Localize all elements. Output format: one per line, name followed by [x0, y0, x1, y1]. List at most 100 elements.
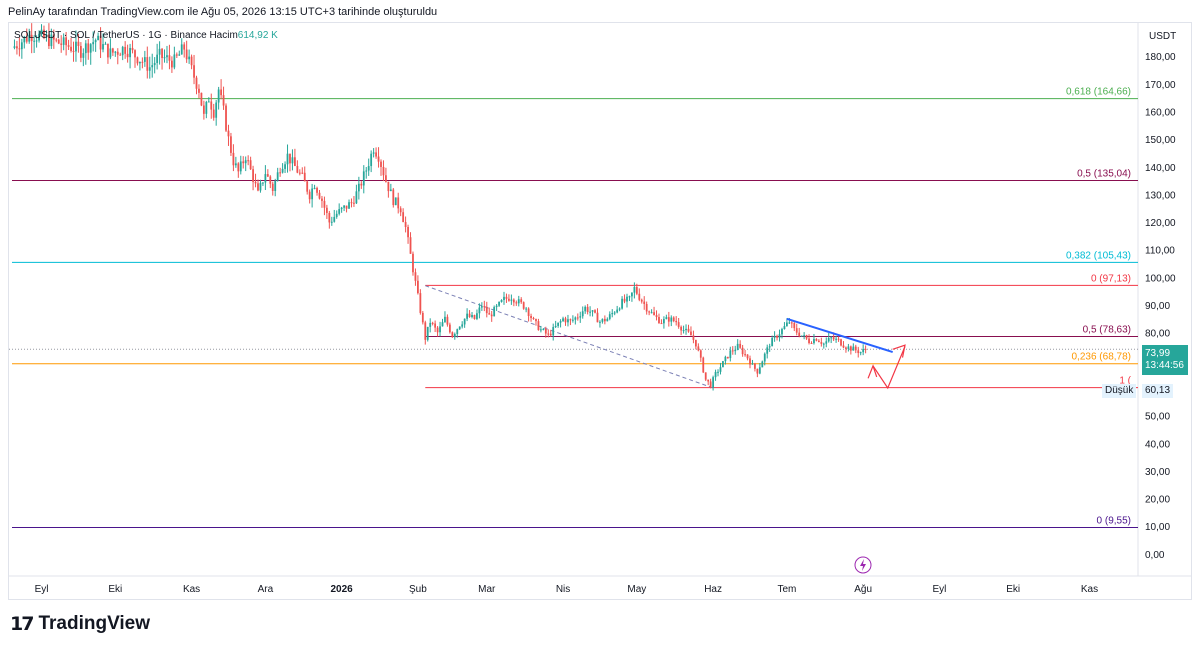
- candle-body: [362, 171, 365, 186]
- candle-body: [751, 363, 754, 365]
- tradingview-logo[interactable]: 17 TradingView: [10, 613, 150, 635]
- candle-body: [589, 311, 591, 313]
- candle-body: [638, 293, 641, 300]
- projection-path: [872, 346, 906, 390]
- candle-body: [377, 156, 380, 162]
- candle-body: [451, 332, 454, 338]
- candle-body: [552, 327, 555, 336]
- candle-body: [254, 181, 257, 184]
- candle-body: [370, 153, 373, 167]
- candle-body: [736, 343, 739, 350]
- candle-body: [419, 293, 422, 313]
- candle-body: [485, 306, 488, 314]
- candle-body: [815, 338, 818, 341]
- x-tick-label: Eyl: [35, 584, 49, 595]
- candle-body: [220, 89, 222, 96]
- candle-body: [847, 346, 850, 349]
- candle-body: [274, 180, 277, 191]
- candle-body: [102, 44, 104, 50]
- candle-body: [198, 88, 200, 93]
- candle-body: [631, 292, 633, 297]
- candle-body: [707, 379, 710, 382]
- candle-body: [321, 198, 323, 201]
- candle-body: [389, 189, 392, 192]
- volume-value: 614,92 K: [237, 30, 278, 41]
- blue-trendline: [786, 317, 893, 353]
- candle-body: [316, 187, 318, 193]
- candle-body: [89, 44, 92, 53]
- candle-body: [269, 176, 272, 184]
- candle-body: [749, 358, 751, 365]
- y-tick-label: 110,00: [1145, 246, 1175, 257]
- candle-body: [60, 43, 63, 45]
- candle-body: [94, 40, 97, 43]
- candle-body: [682, 330, 685, 332]
- candle-body: [562, 318, 564, 322]
- tradingview-mark-icon: 17: [10, 613, 34, 635]
- candle-body: [333, 216, 336, 222]
- candle-body: [141, 61, 144, 63]
- candle-body: [655, 315, 658, 318]
- y-tick-label: 40,00: [1145, 439, 1170, 450]
- candle-body: [79, 45, 82, 58]
- symbol-name[interactable]: SOLUSDT · SOL / TetherUS · 1G · Binance: [14, 30, 207, 41]
- candle-body: [699, 350, 702, 358]
- candle-body: [490, 314, 493, 317]
- candle-body: [461, 324, 464, 327]
- y-tick-label: 150,00: [1145, 135, 1176, 146]
- candle-body: [729, 350, 732, 359]
- candle-body: [286, 153, 289, 165]
- candle-body: [318, 192, 321, 199]
- candle-body: [852, 346, 855, 351]
- low-tag: Düşük: [1102, 384, 1137, 398]
- candle-body: [446, 316, 449, 325]
- candle-body: [328, 212, 331, 223]
- candle-body: [763, 353, 766, 362]
- candle-body: [175, 54, 178, 56]
- candle-body: [178, 54, 181, 56]
- y-tick-label: 170,00: [1145, 80, 1176, 91]
- candle-body: [542, 328, 545, 330]
- candle-body: [348, 202, 350, 209]
- candle-body: [421, 312, 424, 323]
- candle-body: [434, 323, 437, 328]
- candle-body: [338, 209, 341, 214]
- candle-body: [205, 101, 208, 114]
- x-tick-label: Tem: [777, 584, 796, 595]
- candle-body: [739, 343, 742, 348]
- candle-body: [92, 42, 95, 45]
- candle-body: [239, 161, 242, 172]
- candle-body: [692, 335, 695, 340]
- candle-body: [621, 298, 623, 309]
- candle-body: [385, 175, 387, 182]
- candle-body: [616, 309, 619, 313]
- candle-body: [13, 46, 16, 48]
- candle-body: [643, 301, 646, 305]
- candle-body: [237, 163, 240, 172]
- fib-level-label: 0,382 (105,43): [1066, 250, 1131, 261]
- candle-body: [783, 326, 786, 330]
- candle-body: [392, 189, 395, 206]
- candle-body: [417, 280, 419, 294]
- candle-body: [842, 345, 845, 348]
- candle-body: [202, 105, 205, 114]
- candle-body: [574, 317, 577, 320]
- candle-body: [404, 222, 407, 227]
- candle-body: [798, 332, 801, 337]
- candle-body: [778, 334, 781, 338]
- y-tick-label: 20,00: [1145, 495, 1170, 506]
- candle-body: [768, 346, 771, 348]
- candle-body: [466, 313, 468, 319]
- candle-body: [517, 299, 520, 304]
- candle-body: [820, 342, 823, 344]
- candle-body: [311, 188, 314, 200]
- projection-arrowhead: [892, 344, 906, 358]
- candle-body: [365, 170, 368, 172]
- candle-body: [168, 55, 171, 61]
- symbol-info: SOLUSDT · SOL / TetherUS · 1G · Binance …: [14, 30, 278, 41]
- chart-caption: PelinAy tarafından TradingView.com ile A…: [8, 6, 438, 18]
- low-value-tag: 60,13: [1142, 384, 1174, 398]
- candle-body: [247, 160, 250, 162]
- fib-level-label: 1 (: [1119, 376, 1131, 387]
